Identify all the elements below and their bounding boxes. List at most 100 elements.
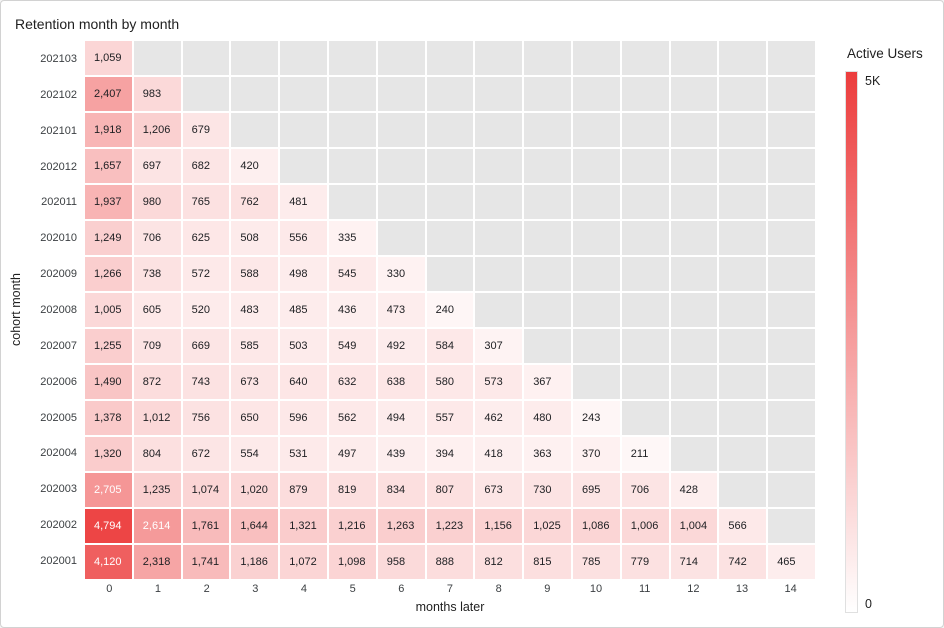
heatmap-cell[interactable]: 531 <box>280 437 327 471</box>
heatmap-cell[interactable]: 1,249 <box>85 221 132 255</box>
heatmap-cell[interactable]: 738 <box>133 257 181 291</box>
heatmap-cell[interactable]: 481 <box>280 185 327 219</box>
heatmap-cell[interactable]: 980 <box>133 185 181 219</box>
heatmap-cell[interactable]: 439 <box>377 437 425 471</box>
heatmap-cell[interactable]: 742 <box>719 545 767 579</box>
heatmap-cell[interactable]: 580 <box>426 365 474 399</box>
heatmap-cell[interactable]: 370 <box>572 437 620 471</box>
heatmap-cell[interactable]: 557 <box>426 401 474 435</box>
heatmap-cell[interactable]: 640 <box>280 365 327 399</box>
heatmap-cell[interactable]: 420 <box>231 149 279 183</box>
heatmap-cell[interactable]: 554 <box>231 437 279 471</box>
heatmap-cell[interactable]: 730 <box>524 473 571 507</box>
heatmap-cell[interactable]: 545 <box>328 257 376 291</box>
heatmap-cell[interactable]: 1,918 <box>85 113 132 147</box>
heatmap-cell[interactable]: 1,059 <box>85 41 132 75</box>
heatmap-cell[interactable]: 765 <box>182 185 230 219</box>
heatmap-cell[interactable]: 1,490 <box>85 365 132 399</box>
heatmap-cell[interactable]: 1,255 <box>85 329 132 363</box>
heatmap-cell[interactable]: 556 <box>280 221 327 255</box>
heatmap-cell[interactable]: 394 <box>426 437 474 471</box>
heatmap-cell[interactable]: 756 <box>182 401 230 435</box>
heatmap-cell[interactable]: 588 <box>231 257 279 291</box>
heatmap-cell[interactable]: 1,098 <box>328 545 376 579</box>
heatmap-cell[interactable]: 672 <box>182 437 230 471</box>
heatmap-cell[interactable]: 834 <box>377 473 425 507</box>
heatmap-cell[interactable]: 1,761 <box>182 509 230 543</box>
heatmap-cell[interactable]: 240 <box>426 293 474 327</box>
heatmap-cell[interactable]: 1,321 <box>280 509 327 543</box>
heatmap-cell[interactable]: 1,266 <box>85 257 132 291</box>
heatmap-cell[interactable]: 605 <box>133 293 181 327</box>
heatmap-cell[interactable]: 650 <box>231 401 279 435</box>
heatmap-cell[interactable]: 562 <box>328 401 376 435</box>
heatmap-cell[interactable]: 596 <box>280 401 327 435</box>
heatmap-cell[interactable]: 958 <box>377 545 425 579</box>
heatmap-cell[interactable]: 1,074 <box>182 473 230 507</box>
heatmap-cell[interactable]: 572 <box>182 257 230 291</box>
heatmap-cell[interactable]: 549 <box>328 329 376 363</box>
heatmap-cell[interactable]: 211 <box>621 437 669 471</box>
heatmap-cell[interactable]: 812 <box>475 545 523 579</box>
heatmap-cell[interactable]: 1,206 <box>133 113 181 147</box>
heatmap-cell[interactable]: 1,025 <box>524 509 571 543</box>
heatmap-cell[interactable]: 483 <box>231 293 279 327</box>
heatmap-cell[interactable]: 983 <box>133 77 181 111</box>
heatmap-cell[interactable]: 879 <box>280 473 327 507</box>
heatmap-cell[interactable]: 584 <box>426 329 474 363</box>
heatmap-cell[interactable]: 743 <box>182 365 230 399</box>
heatmap-cell[interactable]: 1,263 <box>377 509 425 543</box>
heatmap-cell[interactable]: 632 <box>328 365 376 399</box>
heatmap-cell[interactable]: 566 <box>719 509 767 543</box>
heatmap-cell[interactable]: 497 <box>328 437 376 471</box>
heatmap-cell[interactable]: 4,794 <box>85 509 132 543</box>
heatmap-cell[interactable]: 363 <box>524 437 571 471</box>
heatmap-cell[interactable]: 709 <box>133 329 181 363</box>
heatmap-cell[interactable]: 4,120 <box>85 545 132 579</box>
heatmap-cell[interactable]: 872 <box>133 365 181 399</box>
heatmap-cell[interactable]: 436 <box>328 293 376 327</box>
heatmap-cell[interactable]: 1,156 <box>475 509 523 543</box>
heatmap-cell[interactable]: 585 <box>231 329 279 363</box>
heatmap-cell[interactable]: 1,020 <box>231 473 279 507</box>
heatmap-cell[interactable]: 785 <box>572 545 620 579</box>
heatmap-cell[interactable]: 815 <box>524 545 571 579</box>
heatmap-cell[interactable]: 428 <box>670 473 718 507</box>
heatmap-cell[interactable]: 335 <box>328 221 376 255</box>
heatmap-cell[interactable]: 669 <box>182 329 230 363</box>
heatmap-cell[interactable]: 1,186 <box>231 545 279 579</box>
heatmap-cell[interactable]: 243 <box>572 401 620 435</box>
heatmap-cell[interactable]: 1,223 <box>426 509 474 543</box>
heatmap-cell[interactable]: 480 <box>524 401 571 435</box>
heatmap-cell[interactable]: 638 <box>377 365 425 399</box>
heatmap-cell[interactable]: 679 <box>182 113 230 147</box>
heatmap-cell[interactable]: 1,741 <box>182 545 230 579</box>
heatmap-cell[interactable]: 673 <box>475 473 523 507</box>
heatmap-cell[interactable]: 779 <box>621 545 669 579</box>
heatmap-cell[interactable]: 1,216 <box>328 509 376 543</box>
heatmap-cell[interactable]: 673 <box>231 365 279 399</box>
heatmap-cell[interactable]: 367 <box>524 365 571 399</box>
heatmap-cell[interactable]: 1,644 <box>231 509 279 543</box>
heatmap-cell[interactable]: 714 <box>670 545 718 579</box>
heatmap-cell[interactable]: 762 <box>231 185 279 219</box>
heatmap-cell[interactable]: 494 <box>377 401 425 435</box>
heatmap-cell[interactable]: 888 <box>426 545 474 579</box>
heatmap-cell[interactable]: 804 <box>133 437 181 471</box>
heatmap-cell[interactable]: 807 <box>426 473 474 507</box>
heatmap-cell[interactable]: 2,407 <box>85 77 132 111</box>
heatmap-cell[interactable]: 1,657 <box>85 149 132 183</box>
heatmap-cell[interactable]: 695 <box>572 473 620 507</box>
heatmap-cell[interactable]: 1,005 <box>85 293 132 327</box>
heatmap-cell[interactable]: 1,235 <box>133 473 181 507</box>
heatmap-cell[interactable]: 706 <box>621 473 669 507</box>
heatmap-cell[interactable]: 682 <box>182 149 230 183</box>
heatmap-cell[interactable]: 465 <box>768 545 815 579</box>
heatmap-cell[interactable]: 2,318 <box>133 545 181 579</box>
heatmap-cell[interactable]: 1,320 <box>85 437 132 471</box>
heatmap-cell[interactable]: 485 <box>280 293 327 327</box>
heatmap-cell[interactable]: 1,086 <box>572 509 620 543</box>
heatmap-cell[interactable]: 2,614 <box>133 509 181 543</box>
heatmap-cell[interactable]: 498 <box>280 257 327 291</box>
heatmap-cell[interactable]: 1,006 <box>621 509 669 543</box>
